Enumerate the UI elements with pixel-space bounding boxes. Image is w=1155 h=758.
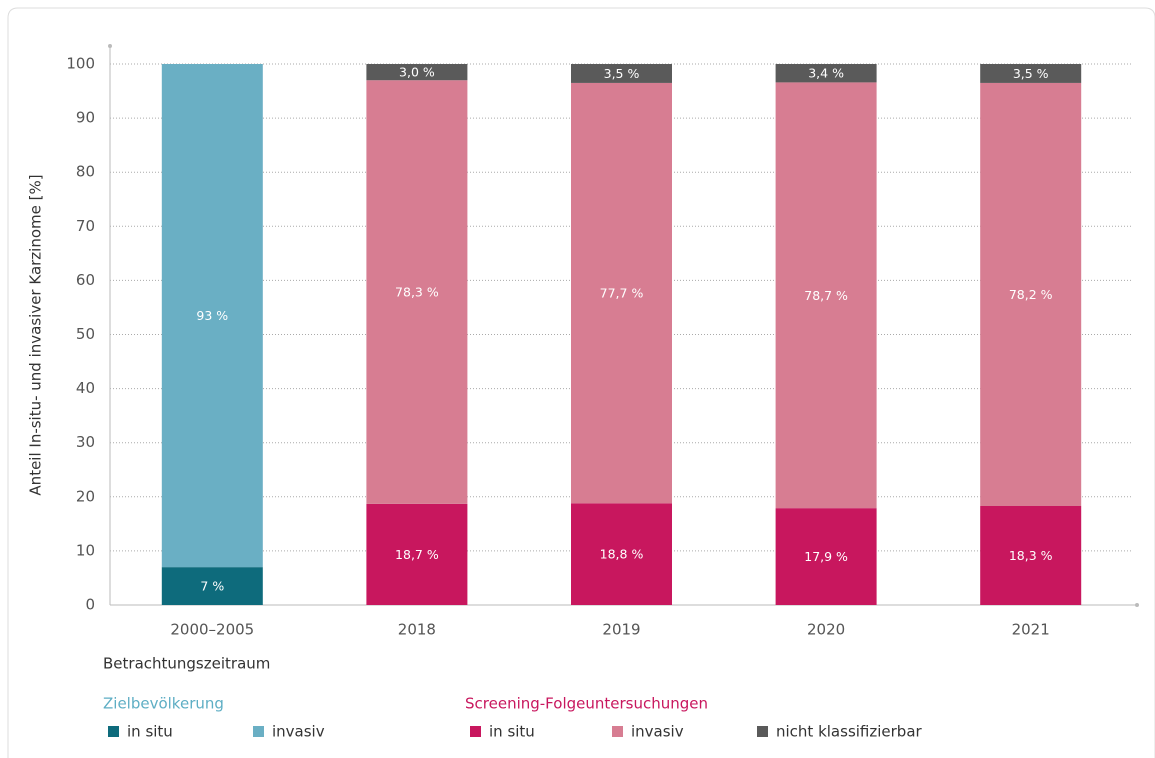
x-axis-label: Betrachtungszeitraum <box>103 655 270 673</box>
value-label: 3,5 % <box>1013 66 1049 81</box>
bar-segment <box>571 82 672 504</box>
legend-label: invasiv <box>272 723 325 741</box>
y-tick-label: 70 <box>76 217 95 235</box>
value-label: 77,7 % <box>600 286 644 301</box>
bar-segment <box>775 508 877 605</box>
value-label: 18,7 % <box>395 547 439 562</box>
legend-label: in situ <box>127 723 173 741</box>
bar-segment <box>366 80 468 504</box>
bar-segment <box>571 64 672 83</box>
y-tick-label: 90 <box>76 109 95 127</box>
value-label: 17,9 % <box>804 549 848 564</box>
y-tick-label: 0 <box>85 596 95 614</box>
bar-segment <box>366 503 468 605</box>
bar-segment <box>161 64 263 568</box>
y-axis-label: Anteil In-situ- und invasiver Karzinome … <box>27 174 45 495</box>
legend-swatch <box>757 726 768 737</box>
value-label: 93 % <box>196 308 228 323</box>
legend-group-title: Screening-Folgeuntersuchungen <box>465 695 708 713</box>
bar-segment <box>980 82 1082 506</box>
x-tick-label: 2018 <box>398 621 436 639</box>
axis-dot <box>108 44 112 48</box>
bar-segment <box>775 82 877 509</box>
frame <box>7 7 1155 758</box>
y-tick-label: 100 <box>66 55 95 73</box>
axis-dot <box>1135 603 1139 607</box>
value-label: 18,8 % <box>600 547 644 562</box>
legend-label: invasiv <box>631 723 684 741</box>
y-tick-label: 10 <box>76 541 95 559</box>
bar-segment <box>571 503 672 605</box>
value-label: 18,3 % <box>1009 548 1053 563</box>
value-label: 3,5 % <box>604 66 640 81</box>
value-label: 78,3 % <box>395 285 439 300</box>
bar-segment <box>980 505 1082 605</box>
value-label: 78,2 % <box>1009 287 1053 302</box>
legend-swatch <box>612 726 623 737</box>
y-tick-label: 50 <box>76 325 95 343</box>
value-label: 78,7 % <box>804 288 848 303</box>
y-tick-label: 80 <box>76 163 95 181</box>
value-label: 3,4 % <box>808 66 844 81</box>
y-tick-label: 60 <box>76 271 95 289</box>
y-tick-label: 30 <box>76 433 95 451</box>
value-label: 7 % <box>200 579 224 594</box>
legend-group-title: Zielbevölkerung <box>103 695 224 713</box>
bar-segment <box>366 64 468 81</box>
bar-segment <box>980 64 1082 83</box>
bar-segment <box>161 567 263 605</box>
x-tick-label: 2021 <box>1012 621 1050 639</box>
x-tick-label: 2000–2005 <box>170 621 254 639</box>
x-tick-label: 2019 <box>602 621 640 639</box>
value-label: 3,0 % <box>399 65 435 80</box>
legend-swatch <box>253 726 264 737</box>
bar-segment <box>775 64 877 83</box>
y-tick-label: 40 <box>76 379 95 397</box>
legend-label: in situ <box>489 723 535 741</box>
legend-swatch <box>108 726 119 737</box>
y-tick-label: 20 <box>76 487 95 505</box>
x-tick-label: 2020 <box>807 621 845 639</box>
legend-label: nicht klassifizierbar <box>776 723 923 741</box>
legend-swatch <box>470 726 481 737</box>
